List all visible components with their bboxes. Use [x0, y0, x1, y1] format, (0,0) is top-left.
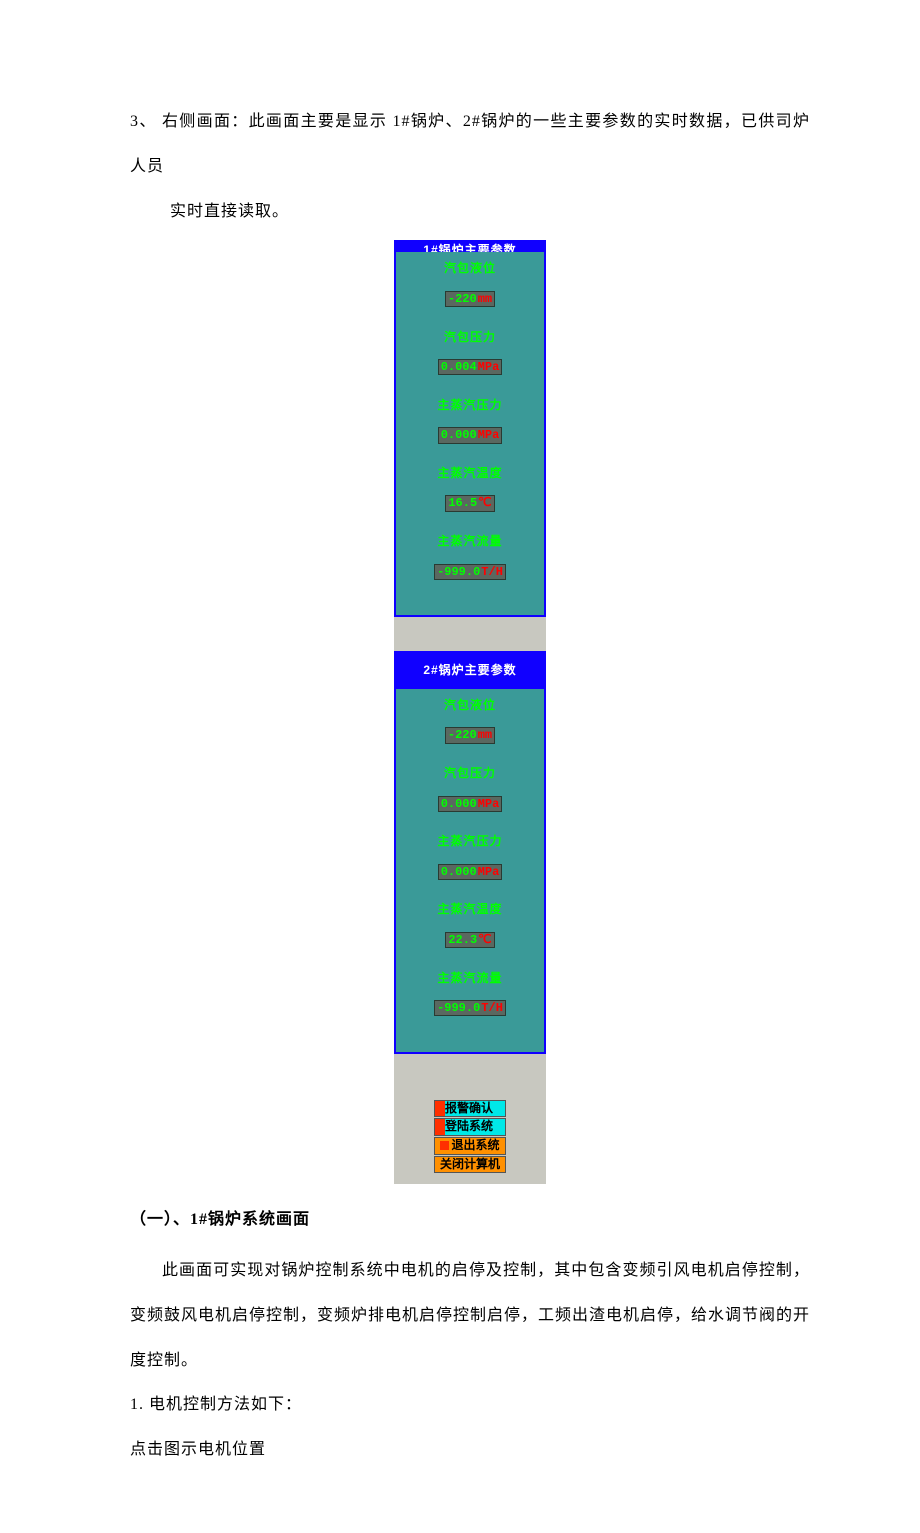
param-group: 汽包液位 -220mm	[396, 261, 544, 320]
panel-container: 1#锅炉主要参数 汽包液位 -220mm 汽包压力 0.004MPa 主蒸汽压力…	[130, 240, 810, 1184]
param-label: 主蒸汽压力	[396, 834, 544, 848]
param-value: 0.000MPa	[438, 864, 503, 880]
param-label: 主蒸汽流量	[396, 971, 544, 985]
panel-wrapper: 1#锅炉主要参数 汽包液位 -220mm 汽包压力 0.004MPa 主蒸汽压力…	[394, 240, 546, 1184]
shutdown-button[interactable]: 关闭计算机	[434, 1156, 506, 1174]
param-value: 16.5℃	[445, 495, 494, 511]
param-group: 主蒸汽压力 0.000MPa	[396, 398, 544, 457]
boiler2-panel: 2#锅炉主要参数 汽包液位 -220mm 汽包压力 0.000MPa 主蒸汽压力…	[394, 651, 546, 1054]
red-square-icon	[440, 1141, 449, 1150]
param-group: 主蒸汽压力 0.000MPa	[396, 834, 544, 893]
paragraph-3-line2: 实时直接读取。	[130, 190, 810, 235]
param-label: 主蒸汽温度	[396, 902, 544, 916]
param-label: 主蒸汽温度	[396, 466, 544, 480]
param-group: 主蒸汽温度 22.3℃	[396, 902, 544, 961]
param-label: 汽包液位	[396, 261, 544, 275]
param-label: 汽包压力	[396, 766, 544, 780]
param-value: -220mm	[445, 727, 495, 743]
param-value: 0.000MPa	[438, 427, 503, 443]
button-area: 报警确认 登陆系统 退出系统 关闭计算机	[394, 1088, 546, 1184]
body-paragraph-3: 点击图示电机位置	[130, 1428, 810, 1473]
param-value: -999.0T/H	[434, 1000, 506, 1016]
param-value: -999.0T/H	[434, 564, 506, 580]
param-group: 汽包压力 0.004MPa	[396, 330, 544, 389]
boiler2-title: 2#锅炉主要参数	[396, 653, 544, 689]
body-paragraph-2: 1. 电机控制方法如下：	[130, 1383, 810, 1428]
param-group: 主蒸汽流量 -999.0T/H	[396, 971, 544, 1030]
param-label: 主蒸汽流量	[396, 534, 544, 548]
param-value: 0.004MPa	[438, 359, 503, 375]
param-group: 主蒸汽温度 16.5℃	[396, 466, 544, 525]
section-heading-1: （一）、1#锅炉系统画面	[130, 1198, 810, 1243]
param-group: 汽包压力 0.000MPa	[396, 766, 544, 825]
param-group: 主蒸汽流量 -999.0T/H	[396, 534, 544, 593]
param-value: 0.000MPa	[438, 796, 503, 812]
boiler1-panel: 1#锅炉主要参数 汽包液位 -220mm 汽包压力 0.004MPa 主蒸汽压力…	[394, 240, 546, 617]
body-paragraph-1: 此画面可实现对锅炉控制系统中电机的启停及控制，其中包含变频引风电机启停控制，变频…	[130, 1249, 810, 1383]
panel-gap	[394, 617, 546, 651]
login-button[interactable]: 登陆系统	[434, 1118, 506, 1136]
param-label: 主蒸汽压力	[396, 398, 544, 412]
param-value: 22.3℃	[445, 932, 494, 948]
exit-button[interactable]: 退出系统	[434, 1137, 506, 1155]
boiler1-title: 1#锅炉主要参数	[396, 242, 544, 252]
panel-gap-2	[394, 1054, 546, 1088]
param-value: -220mm	[445, 291, 495, 307]
param-label: 汽包压力	[396, 330, 544, 344]
alarm-confirm-button[interactable]: 报警确认	[434, 1100, 506, 1118]
paragraph-3-line1: 3、 右侧画面：此画面主要是显示 1#锅炉、2#锅炉的一些主要参数的实时数据，已…	[130, 100, 810, 190]
param-group: 汽包液位 -220mm	[396, 698, 544, 757]
param-label: 汽包液位	[396, 698, 544, 712]
